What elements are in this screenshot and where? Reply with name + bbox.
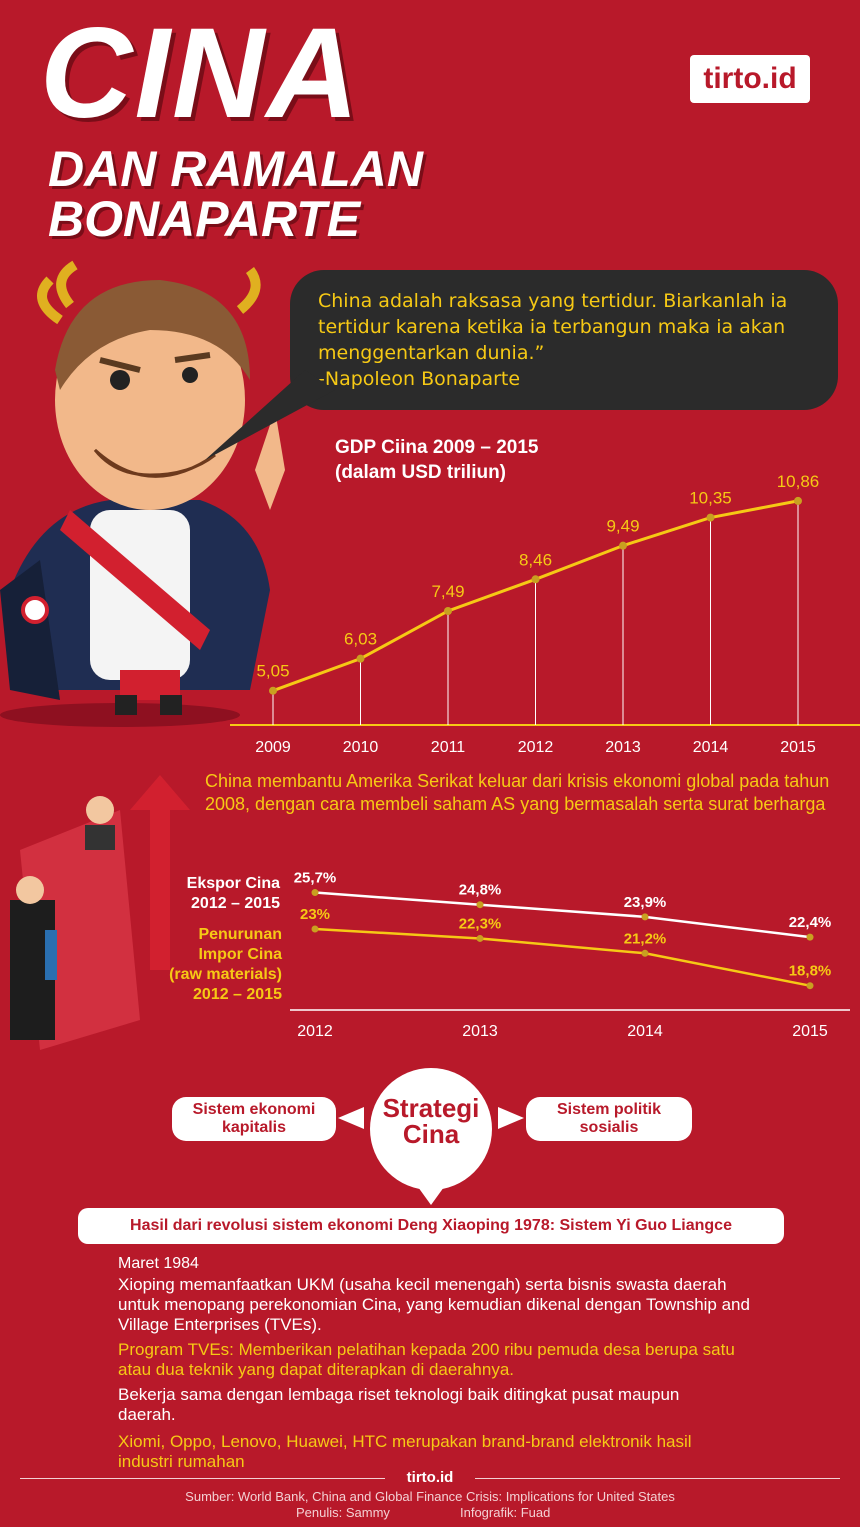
tirto-logo: tirto.id xyxy=(690,55,810,103)
gdp-data-label: 9,49 xyxy=(606,517,639,536)
details-p3: Bekerja sama dengan lembaga riset teknol… xyxy=(118,1385,680,1424)
trade-series-line-0 xyxy=(314,891,811,939)
trade-data-label: 23% xyxy=(300,906,330,923)
gdp-x-tick: 2015 xyxy=(780,739,816,756)
gdp-data-label: 5,05 xyxy=(256,662,289,681)
trade-data-label: 21,2% xyxy=(624,930,667,947)
trade-point xyxy=(476,934,484,942)
trade-point xyxy=(311,889,319,897)
strategy-result: Hasil dari revolusi sistem ekonomi Deng … xyxy=(78,1208,784,1244)
gdp-subtitle: (dalam USD triliun) xyxy=(335,462,507,483)
trade-point xyxy=(806,982,814,990)
trade-point xyxy=(806,933,814,941)
gdp-x-tick: 2011 xyxy=(431,739,466,756)
title-line2: DAN RAMALAN xyxy=(48,141,423,197)
footer-designer: Infografik: Fuad xyxy=(460,1505,551,1520)
napoleon-illustration xyxy=(0,260,285,727)
gdp-data-label: 10,86 xyxy=(777,472,820,491)
trade-data-label: 25,7% xyxy=(294,870,337,887)
details-date: Maret 1984 xyxy=(118,1255,199,1272)
gdp-x-tick: 2010 xyxy=(343,739,379,756)
gdp-point xyxy=(706,513,715,522)
gdp-x-tick: 2014 xyxy=(693,739,729,756)
quote-text: China adalah raksasa yang tertidur. Biar… xyxy=(318,290,788,364)
trade-point xyxy=(311,925,319,933)
legend-ekspor: Ekspor Cina 2012 – 2015 xyxy=(186,875,280,912)
quote-bubble: China adalah raksasa yang tertidur. Biar… xyxy=(290,270,838,410)
footer-writer: Penulis: Sammy xyxy=(296,1505,390,1520)
trade-x-tick: 2013 xyxy=(462,1023,498,1040)
trade-line-chart: 2012 2013 2014 2015 25,7% 24,8% 23,9% 22,4% 23% 2… xyxy=(290,870,850,1040)
gdp-data-label: 8,46 xyxy=(519,550,552,569)
gdp-point xyxy=(531,575,540,584)
details-p1: Xioping memanfaatkan UKM (usaha kecil me… xyxy=(118,1275,750,1334)
gdp-data-label: 7,49 xyxy=(431,582,464,601)
gdp-x-tick: 2013 xyxy=(605,739,641,756)
title-line3: BONAPARTE xyxy=(48,191,361,247)
strategy-left: Sistem ekonomi kapitalis xyxy=(172,1097,336,1141)
trade-data-label: 23,9% xyxy=(624,894,667,911)
crisis-illustration xyxy=(10,775,190,1050)
gdp-point xyxy=(794,496,802,505)
strategy-right: Sistem politik sosialis xyxy=(526,1097,692,1141)
crisis-text: China membantu Amerika Serikat keluar da… xyxy=(205,771,830,814)
gdp-point xyxy=(269,686,277,695)
trade-data-label: 24,8% xyxy=(459,882,502,899)
arrow-right-icon xyxy=(498,1107,524,1129)
gdp-x-tick: 2009 xyxy=(255,739,291,756)
trade-point xyxy=(641,949,649,957)
trade-x-tick: 2012 xyxy=(297,1023,333,1040)
gdp-point xyxy=(619,541,627,550)
legend-impor: Penurunan Impor Cina (raw materials) 201… xyxy=(169,926,282,1003)
gdp-line-chart: 2009 5,05 2010 6,03 2011 7,49 2012 8,46 2013 9,49… xyxy=(230,472,860,756)
trade-x-tick: 2015 xyxy=(792,1023,828,1040)
strategy-circle xyxy=(370,1068,492,1190)
details-p2: Program TVEs: Memberikan pelatihan kepad… xyxy=(118,1340,735,1379)
gdp-x-tick: 2012 xyxy=(518,739,554,756)
footer-divider-right xyxy=(475,1478,840,1479)
arrow-left-icon xyxy=(338,1107,364,1129)
gdp-data-label: 6,03 xyxy=(344,630,377,649)
trade-x-tick: 2014 xyxy=(627,1023,663,1040)
bubble-tail xyxy=(205,370,335,460)
gdp-data-label: 10,35 xyxy=(689,489,732,508)
trade-data-label: 22,3% xyxy=(459,915,502,932)
footer-source: Sumber: World Bank, China and Global Fin… xyxy=(185,1489,675,1504)
trade-series-line-1 xyxy=(314,927,811,987)
trade-data-label: 22,4% xyxy=(789,914,832,931)
quote-author: -Napoleon Bonaparte xyxy=(318,368,521,390)
trade-point xyxy=(641,913,649,921)
strategy-center: Strategi Cina xyxy=(382,1093,480,1149)
gdp-point xyxy=(444,606,452,615)
footer-brand: tirto.id xyxy=(406,1469,454,1486)
trade-point xyxy=(476,901,484,909)
title-main: CINA xyxy=(40,2,361,145)
arrow-down-icon xyxy=(418,1187,444,1205)
details-p4: Xiomi, Oppo, Lenovo, Huawei, HTC merupak… xyxy=(118,1432,692,1471)
footer-divider-left xyxy=(20,1478,385,1479)
gdp-title: GDP Ciina 2009 – 2015 xyxy=(335,437,539,458)
trade-data-label: 18,8% xyxy=(789,963,832,980)
gdp-point xyxy=(356,654,365,663)
